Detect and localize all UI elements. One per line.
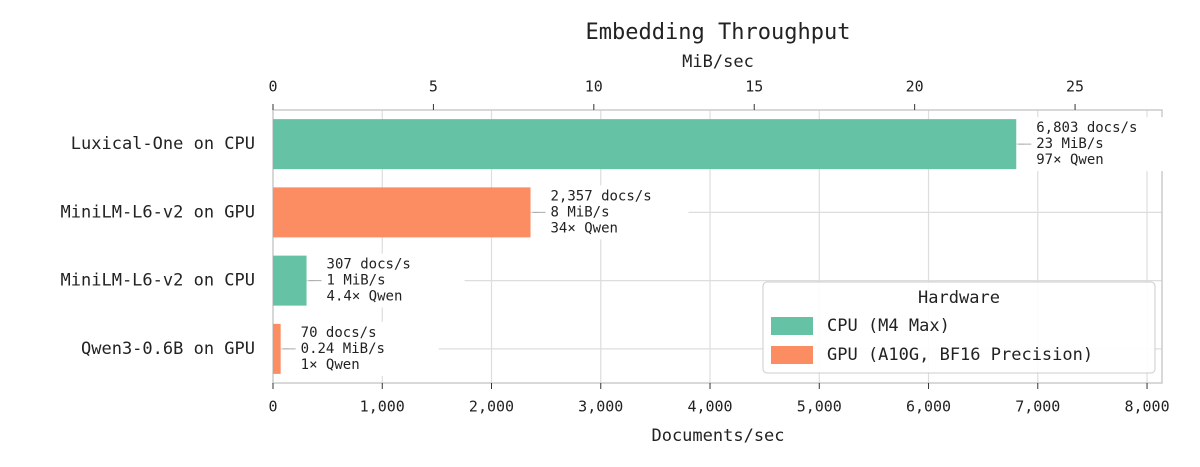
chart-title: Embedding Throughput: [586, 20, 851, 45]
x-tick-label: 5,000: [797, 398, 842, 416]
x-tick-label: 3,000: [578, 398, 623, 416]
x2-tick-label: 25: [1066, 78, 1084, 96]
bar-annotation: 34× Qwen: [551, 220, 618, 236]
bar-annotation: 6,803 docs/s: [1036, 120, 1137, 136]
x2-tick-label: 20: [906, 78, 924, 96]
plot-frame: [272, 109, 1163, 384]
y-tick-label: Luxical-One on CPU: [71, 134, 255, 154]
y-tick-label: Qwen3-0.6B on GPU: [81, 339, 255, 359]
legend-title: Hardware: [918, 288, 1000, 308]
x-tick-label: 0: [268, 398, 277, 416]
x2-tick-label: 10: [585, 78, 603, 96]
x2-axis-label: MiB/sec: [682, 52, 754, 72]
bar-annotation: 70 docs/s: [301, 325, 377, 341]
x-tick-label: 6,000: [906, 398, 951, 416]
x-axis-label: Documents/sec: [651, 426, 784, 446]
label-bg: [314, 253, 465, 308]
x-tick-label: 2,000: [469, 398, 514, 416]
legend-box: [762, 281, 1156, 374]
legend-label: GPU (A10G, BF16 Precision): [827, 345, 1093, 365]
bar-annotation: 8 MiB/s: [551, 204, 610, 220]
bar: [273, 119, 1017, 170]
x-tick-label: 7,000: [1015, 398, 1060, 416]
legend-label: CPU (M4 Max): [827, 316, 950, 336]
bar: [273, 255, 307, 306]
bar-annotation: 0.24 MiB/s: [301, 341, 385, 357]
y-tick-label: MiniLM-L6-v2 on GPU: [61, 202, 255, 222]
bar-annotation: 23 MiB/s: [1036, 136, 1103, 152]
x-tick-label: 1,000: [360, 398, 405, 416]
label-bg: [1024, 117, 1175, 172]
legend-swatch: [771, 346, 813, 364]
x2-tick-label: 0: [268, 78, 277, 96]
bar-annotation: 97× Qwen: [1036, 152, 1103, 168]
legend-swatch: [771, 317, 813, 335]
bar: [273, 187, 531, 238]
bar-annotation: 2,357 docs/s: [551, 188, 652, 204]
bar: [273, 323, 281, 374]
x2-tick-label: 15: [745, 78, 763, 96]
x-tick-label: 4,000: [687, 398, 732, 416]
bar-annotation: 307 docs/s: [327, 257, 411, 273]
label-bg: [538, 185, 689, 240]
bar-annotation: 1 MiB/s: [327, 273, 386, 289]
bar-annotation: 1× Qwen: [301, 357, 360, 373]
y-tick-label: MiniLM-L6-v2 on CPU: [61, 271, 255, 291]
bar-annotation: 4.4× Qwen: [327, 289, 403, 305]
x-tick-label: 8,000: [1124, 398, 1169, 416]
x2-tick-label: 5: [429, 78, 438, 96]
label-bg: [288, 321, 439, 376]
